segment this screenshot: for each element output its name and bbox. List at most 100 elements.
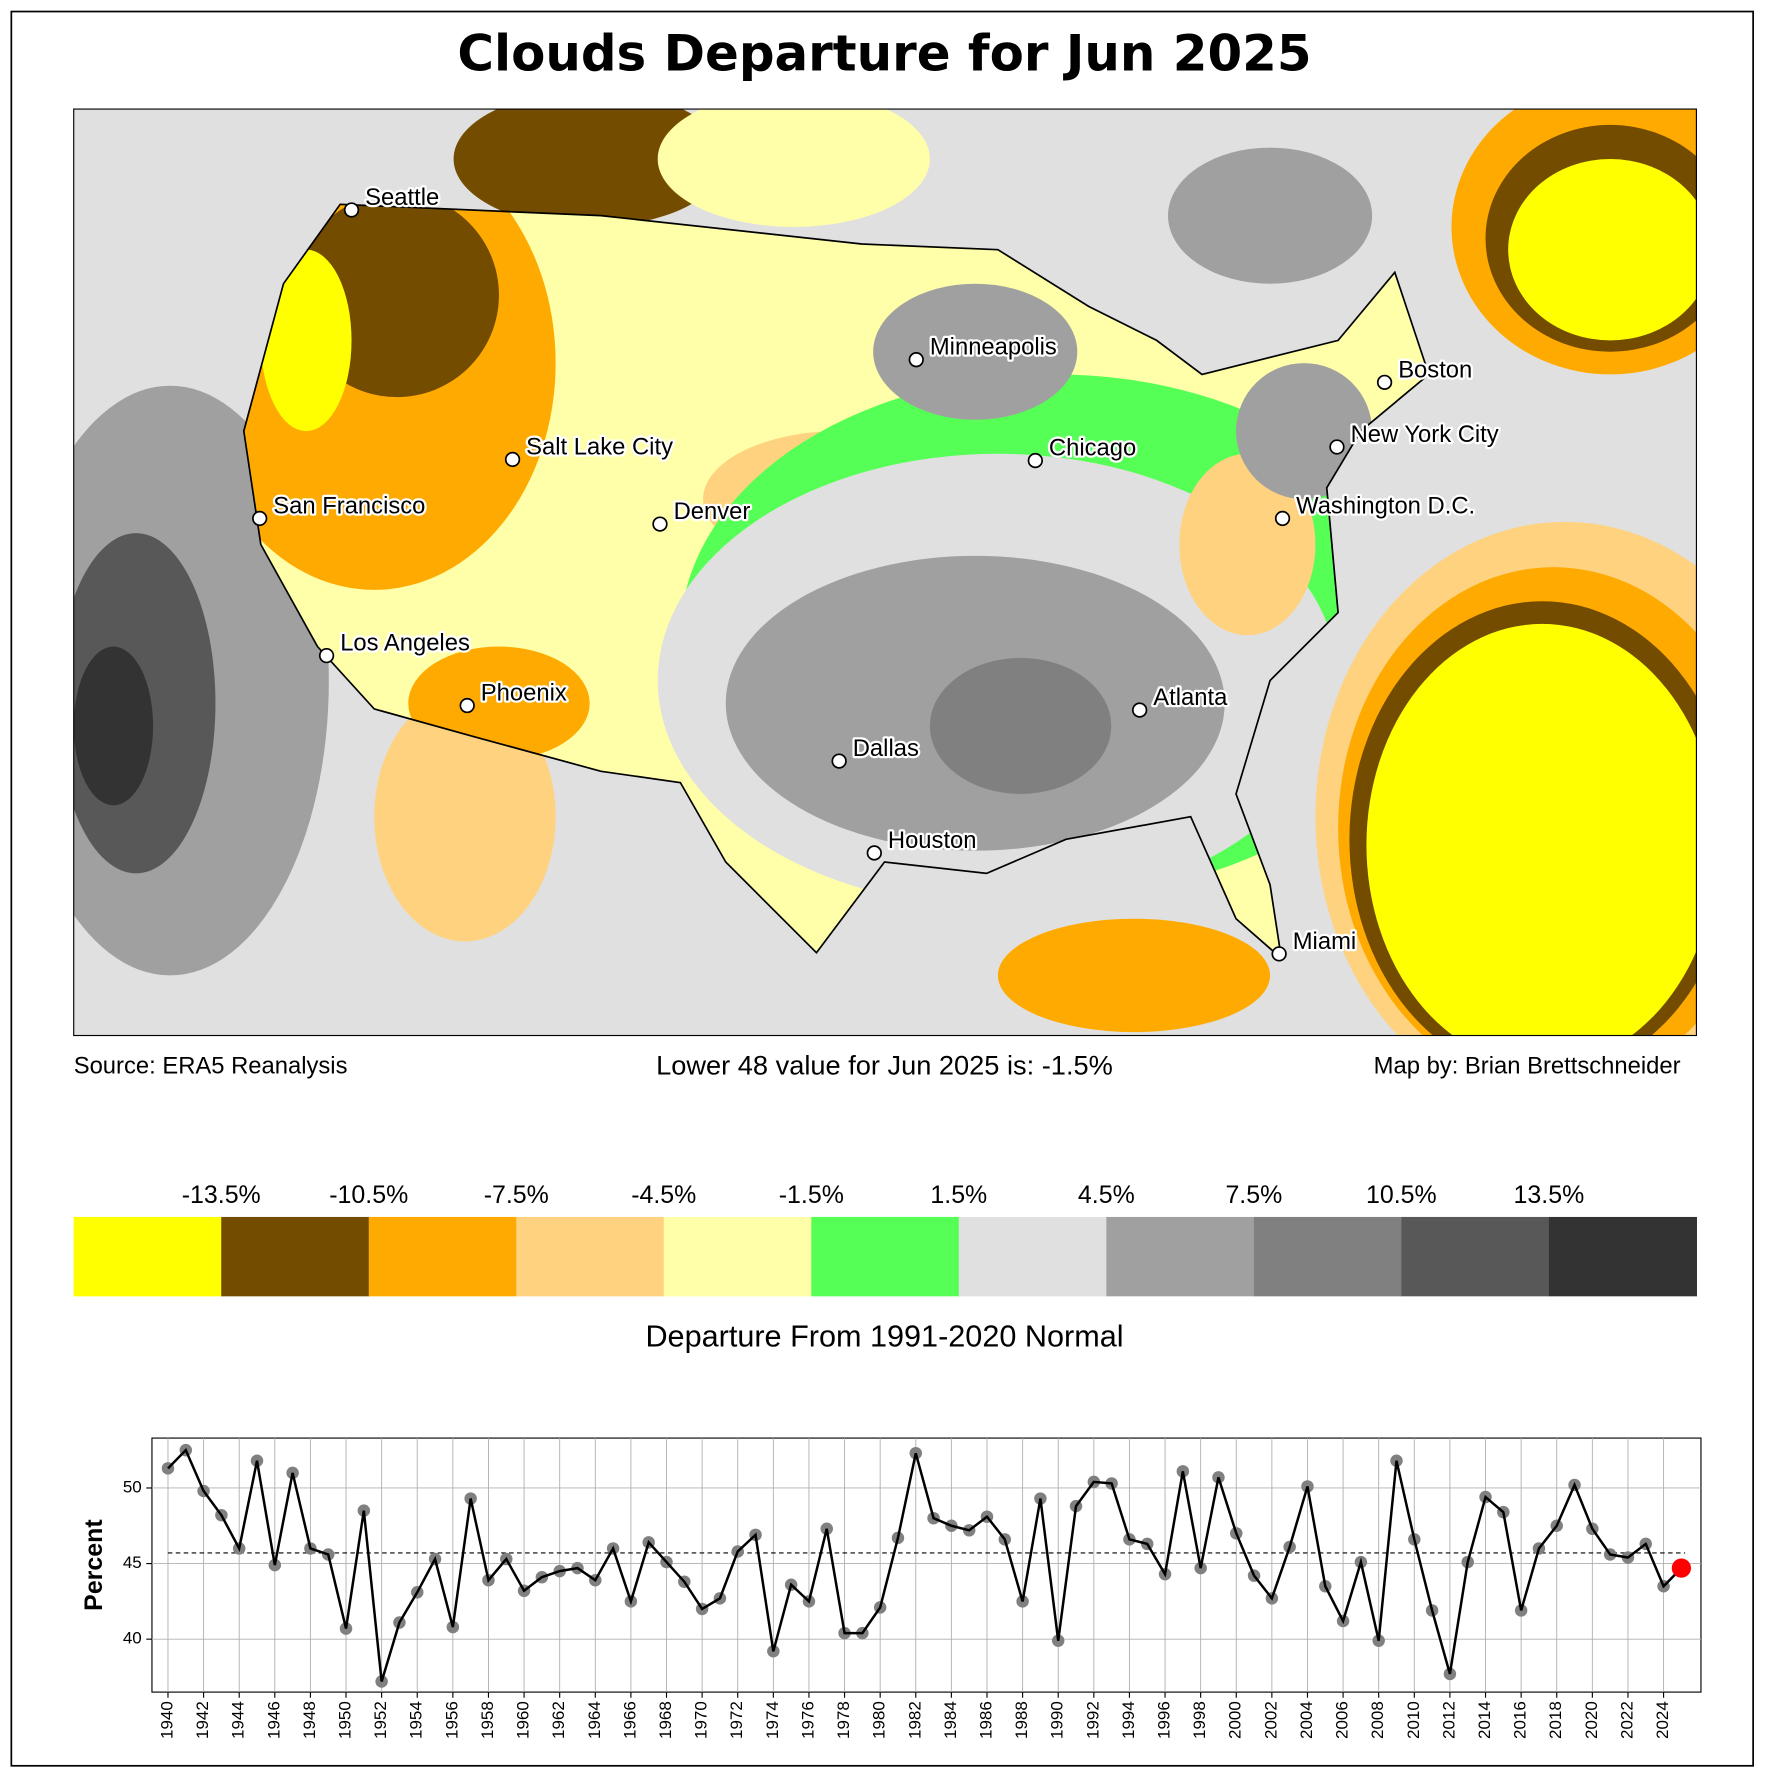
map-shade (453, 109, 726, 227)
lower48-value: Lower 48 value for Jun 2025 is: -1.5% (656, 1049, 1113, 1080)
colorbar-tick-label: -13.5% (182, 1181, 261, 1209)
map-shade (260, 249, 352, 432)
city-label: Salt Lake City (526, 433, 673, 460)
colorbar-swatch (663, 1216, 812, 1297)
y-axis-label: Percent (80, 1519, 108, 1610)
city-label: Atlanta (1153, 684, 1228, 711)
colorbar-tick-label: 7.5% (1225, 1181, 1282, 1209)
map-shade (929, 657, 1112, 794)
x-tick-label: 1994 (1119, 1701, 1138, 1739)
x-tick-label: 1970 (692, 1701, 711, 1739)
x-tick-label: 2010 (1404, 1701, 1423, 1739)
map-shade (374, 691, 556, 942)
city-marker (1027, 452, 1043, 469)
colorbar-swatch (811, 1216, 960, 1297)
y-tick-label: 40 (123, 1629, 142, 1648)
x-tick-label: 2008 (1368, 1701, 1387, 1739)
x-tick-label: 1992 (1083, 1701, 1102, 1739)
map-shade (997, 918, 1271, 1033)
colorbar-swatch (1401, 1216, 1550, 1297)
colorbar-swatch (1106, 1216, 1255, 1297)
x-tick-label: 1940 (157, 1701, 176, 1739)
x-tick-label: 2004 (1297, 1701, 1316, 1739)
map-shade (1366, 623, 1697, 1036)
city-label: Minneapolis (930, 334, 1057, 361)
map-shade (873, 283, 1078, 420)
series-line (167, 1447, 1683, 1682)
x-tick-label: 1948 (300, 1701, 319, 1739)
x-tick-label: 1956 (442, 1701, 461, 1739)
colorbar-tick-label: 13.5% (1514, 1181, 1585, 1209)
city-marker (504, 451, 521, 468)
x-tick-label: 1986 (976, 1701, 995, 1739)
city-label: Washington D.C. (1296, 492, 1475, 519)
city-marker (652, 516, 668, 532)
city-marker (1131, 702, 1148, 718)
city-label: Houston (888, 827, 977, 854)
x-tick-label: 1980 (870, 1701, 889, 1739)
x-tick-label: 1962 (549, 1701, 568, 1739)
x-tick-label: 2024 (1653, 1701, 1672, 1739)
x-tick-label: 1944 (229, 1701, 248, 1739)
map-shade (73, 646, 154, 806)
x-tick-label: 1950 (336, 1701, 355, 1739)
city-label: Phoenix (481, 679, 567, 706)
city-marker (1271, 946, 1287, 962)
colorbar-tick-label: -7.5% (484, 1181, 549, 1209)
x-tick-label: 1998 (1190, 1701, 1209, 1739)
x-tick-label: 2018 (1546, 1701, 1565, 1739)
city-label: San Francisco (273, 492, 425, 519)
city-label: Boston (1398, 356, 1472, 383)
colorbar-tick-label: -1.5% (779, 1181, 844, 1209)
x-tick-label: 1954 (407, 1701, 426, 1739)
plot-frame (151, 1437, 1702, 1693)
x-tick-label: 1990 (1048, 1701, 1067, 1739)
credit-note: Map by: Brian Brettschneider (1374, 1053, 1681, 1080)
city-marker (252, 510, 268, 527)
city-label: New York City (1351, 421, 1499, 448)
x-tick-label: 1960 (514, 1701, 533, 1739)
map-shade (1179, 453, 1316, 636)
colorbar-swatch (516, 1216, 665, 1297)
city-marker (908, 352, 924, 368)
x-tick-label: 1984 (941, 1701, 960, 1739)
map-shade (1236, 363, 1373, 500)
colorbar-swatch (958, 1216, 1107, 1297)
colorbar-swatch (1253, 1216, 1402, 1297)
map-frame (73, 108, 1697, 1037)
x-tick-label: 1996 (1155, 1701, 1174, 1739)
map-shade (1508, 158, 1697, 341)
city-label: Chicago (1049, 435, 1136, 462)
x-tick-label: 1988 (1012, 1701, 1031, 1739)
colorbar-swatch (73, 1216, 222, 1297)
x-tick-label: 1966 (620, 1701, 639, 1739)
city-marker (831, 753, 847, 769)
colorbar-tick-label: 1.5% (930, 1181, 987, 1209)
city-marker (1274, 510, 1291, 527)
colorbar-tick-label: -4.5% (631, 1181, 696, 1209)
x-tick-label: 2012 (1439, 1701, 1458, 1739)
source-note: Source: ERA5 Reanalysis (74, 1053, 348, 1080)
city-label: Seattle (365, 184, 439, 211)
colorbar-label: Departure From 1991-2020 Normal (645, 1319, 1123, 1353)
x-tick-label: 1972 (727, 1701, 746, 1739)
city-label: Los Angeles (340, 630, 470, 657)
x-tick-label: 1976 (798, 1701, 817, 1739)
x-tick-label: 2002 (1261, 1701, 1280, 1739)
colorbar-swatch (368, 1216, 517, 1297)
x-tick-label: 1946 (264, 1701, 283, 1739)
x-tick-label: 2000 (1226, 1701, 1245, 1739)
x-tick-label: 1942 (193, 1701, 212, 1739)
y-tick-label: 45 (123, 1553, 142, 1572)
x-tick-label: 2022 (1617, 1701, 1636, 1739)
city-marker (866, 845, 882, 861)
city-marker (343, 202, 360, 218)
title: Clouds Departure for Jun 2025 (457, 24, 1311, 82)
city-label: Miami (1293, 928, 1356, 955)
colorbar-tick-label: -10.5% (329, 1181, 408, 1209)
x-tick-label: 1964 (585, 1701, 604, 1739)
city-label: Denver (674, 498, 751, 525)
x-tick-label: 1974 (763, 1701, 782, 1739)
